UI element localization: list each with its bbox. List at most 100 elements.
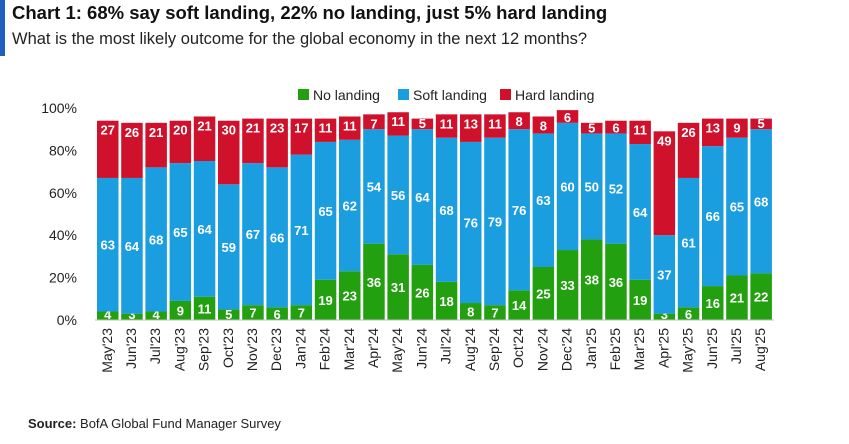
data-label: 13 [464,116,478,131]
bar-segment [339,116,361,140]
bar-segment [460,141,482,304]
bar-segment [363,114,385,130]
legend-label: No landing [313,87,380,103]
legend-swatch [298,89,309,100]
data-label: 65 [318,204,332,219]
data-label: 11 [633,123,647,138]
bar-segment [121,122,143,178]
y-tick-label: 20% [49,270,77,286]
data-label: 63 [536,193,550,208]
bar-segment [242,305,264,320]
data-label: 7 [370,116,377,131]
x-tick-label: May'23 [99,328,115,373]
x-tick-label: Dec'24 [559,328,575,371]
data-label: 64 [633,205,648,220]
bar-segment [556,110,579,123]
x-tick-label: Apr'25 [655,328,671,368]
data-label: 76 [464,215,478,230]
data-label: 11 [319,121,333,136]
bar-segment [266,167,288,308]
x-tick-label: Jan'25 [583,328,599,369]
bar-segment [314,141,337,280]
x-tick-label: Aug'23 [171,328,187,371]
bar-segment [435,281,458,320]
data-label: 64 [125,239,140,254]
x-tick-label: May'24 [389,328,405,373]
x-tick-label: Oct'24 [510,328,526,368]
data-label: 7 [298,306,305,321]
bar-segment [581,133,603,240]
y-tick-label: 60% [49,185,77,201]
data-label: 20 [173,123,187,138]
bar-segment [290,305,313,320]
bar-segment [653,235,676,314]
data-label: 38 [585,273,599,288]
bar-segment [532,267,555,320]
bar-segment [218,309,240,320]
x-tick-label: Aug'25 [752,328,768,371]
bar-segment [266,307,288,320]
bar-segment [750,129,772,274]
data-label: 26 [415,285,429,300]
data-label: 26 [681,125,695,140]
bar-segment [653,131,676,236]
data-label: 79 [488,214,502,229]
bar-segment [508,290,530,320]
data-label: 64 [415,190,430,205]
data-label: 11 [198,301,212,316]
data-label: 33 [560,278,574,293]
data-label: 5 [588,120,595,135]
data-label: 56 [391,188,405,203]
data-label: 19 [318,293,332,308]
bar-segment [484,137,506,306]
bar-segment [121,313,143,320]
bar-segment [435,114,458,138]
bar-segment [145,167,167,312]
bar-segment [169,300,192,320]
bar-segment [387,135,409,255]
data-label: 8 [467,305,474,320]
bar-segment [121,177,143,314]
data-label: 9 [177,303,184,318]
bar-segment [218,120,240,185]
x-tick-label: Sep'24 [486,328,502,371]
data-label: 63 [101,238,115,253]
source-label: Source: [28,416,77,431]
data-label: 26 [125,125,139,140]
data-label: 25 [536,287,550,302]
bar-segment [242,163,264,306]
x-tick-label: Aug'24 [462,328,478,371]
bar-segment [702,118,724,147]
bar-segment [411,118,434,130]
bar-segment [145,311,167,320]
bar-segment [629,120,651,145]
bar-segment [508,112,530,130]
x-tick-label: Jun'24 [413,328,429,369]
y-tick-label: 0% [57,312,77,328]
data-label: 76 [512,203,526,218]
bar-segment [266,118,288,168]
data-label: 14 [512,298,527,313]
data-label: 27 [101,123,115,138]
bar-segment [653,313,676,320]
data-label: 4 [153,307,161,322]
y-tick-label: 40% [49,227,77,243]
data-label: 11 [488,116,502,131]
data-label: 22 [754,290,768,305]
bar-segment [677,177,700,308]
data-label: 66 [706,209,720,224]
data-label: 17 [294,121,308,136]
x-tick-label: Dec'23 [268,328,284,371]
data-label: 52 [609,182,623,197]
data-label: 68 [149,232,163,247]
bar-segment [290,154,313,306]
bar-segment [290,118,313,155]
x-tick-label: Mar'25 [631,328,647,371]
data-label: 18 [439,294,453,309]
bar-segment [484,114,506,138]
data-label: 49 [657,133,671,148]
data-label: 6 [685,307,692,322]
data-label: 68 [754,194,768,209]
x-tick-label: Jul'24 [438,328,454,364]
bar-segment [677,307,700,320]
